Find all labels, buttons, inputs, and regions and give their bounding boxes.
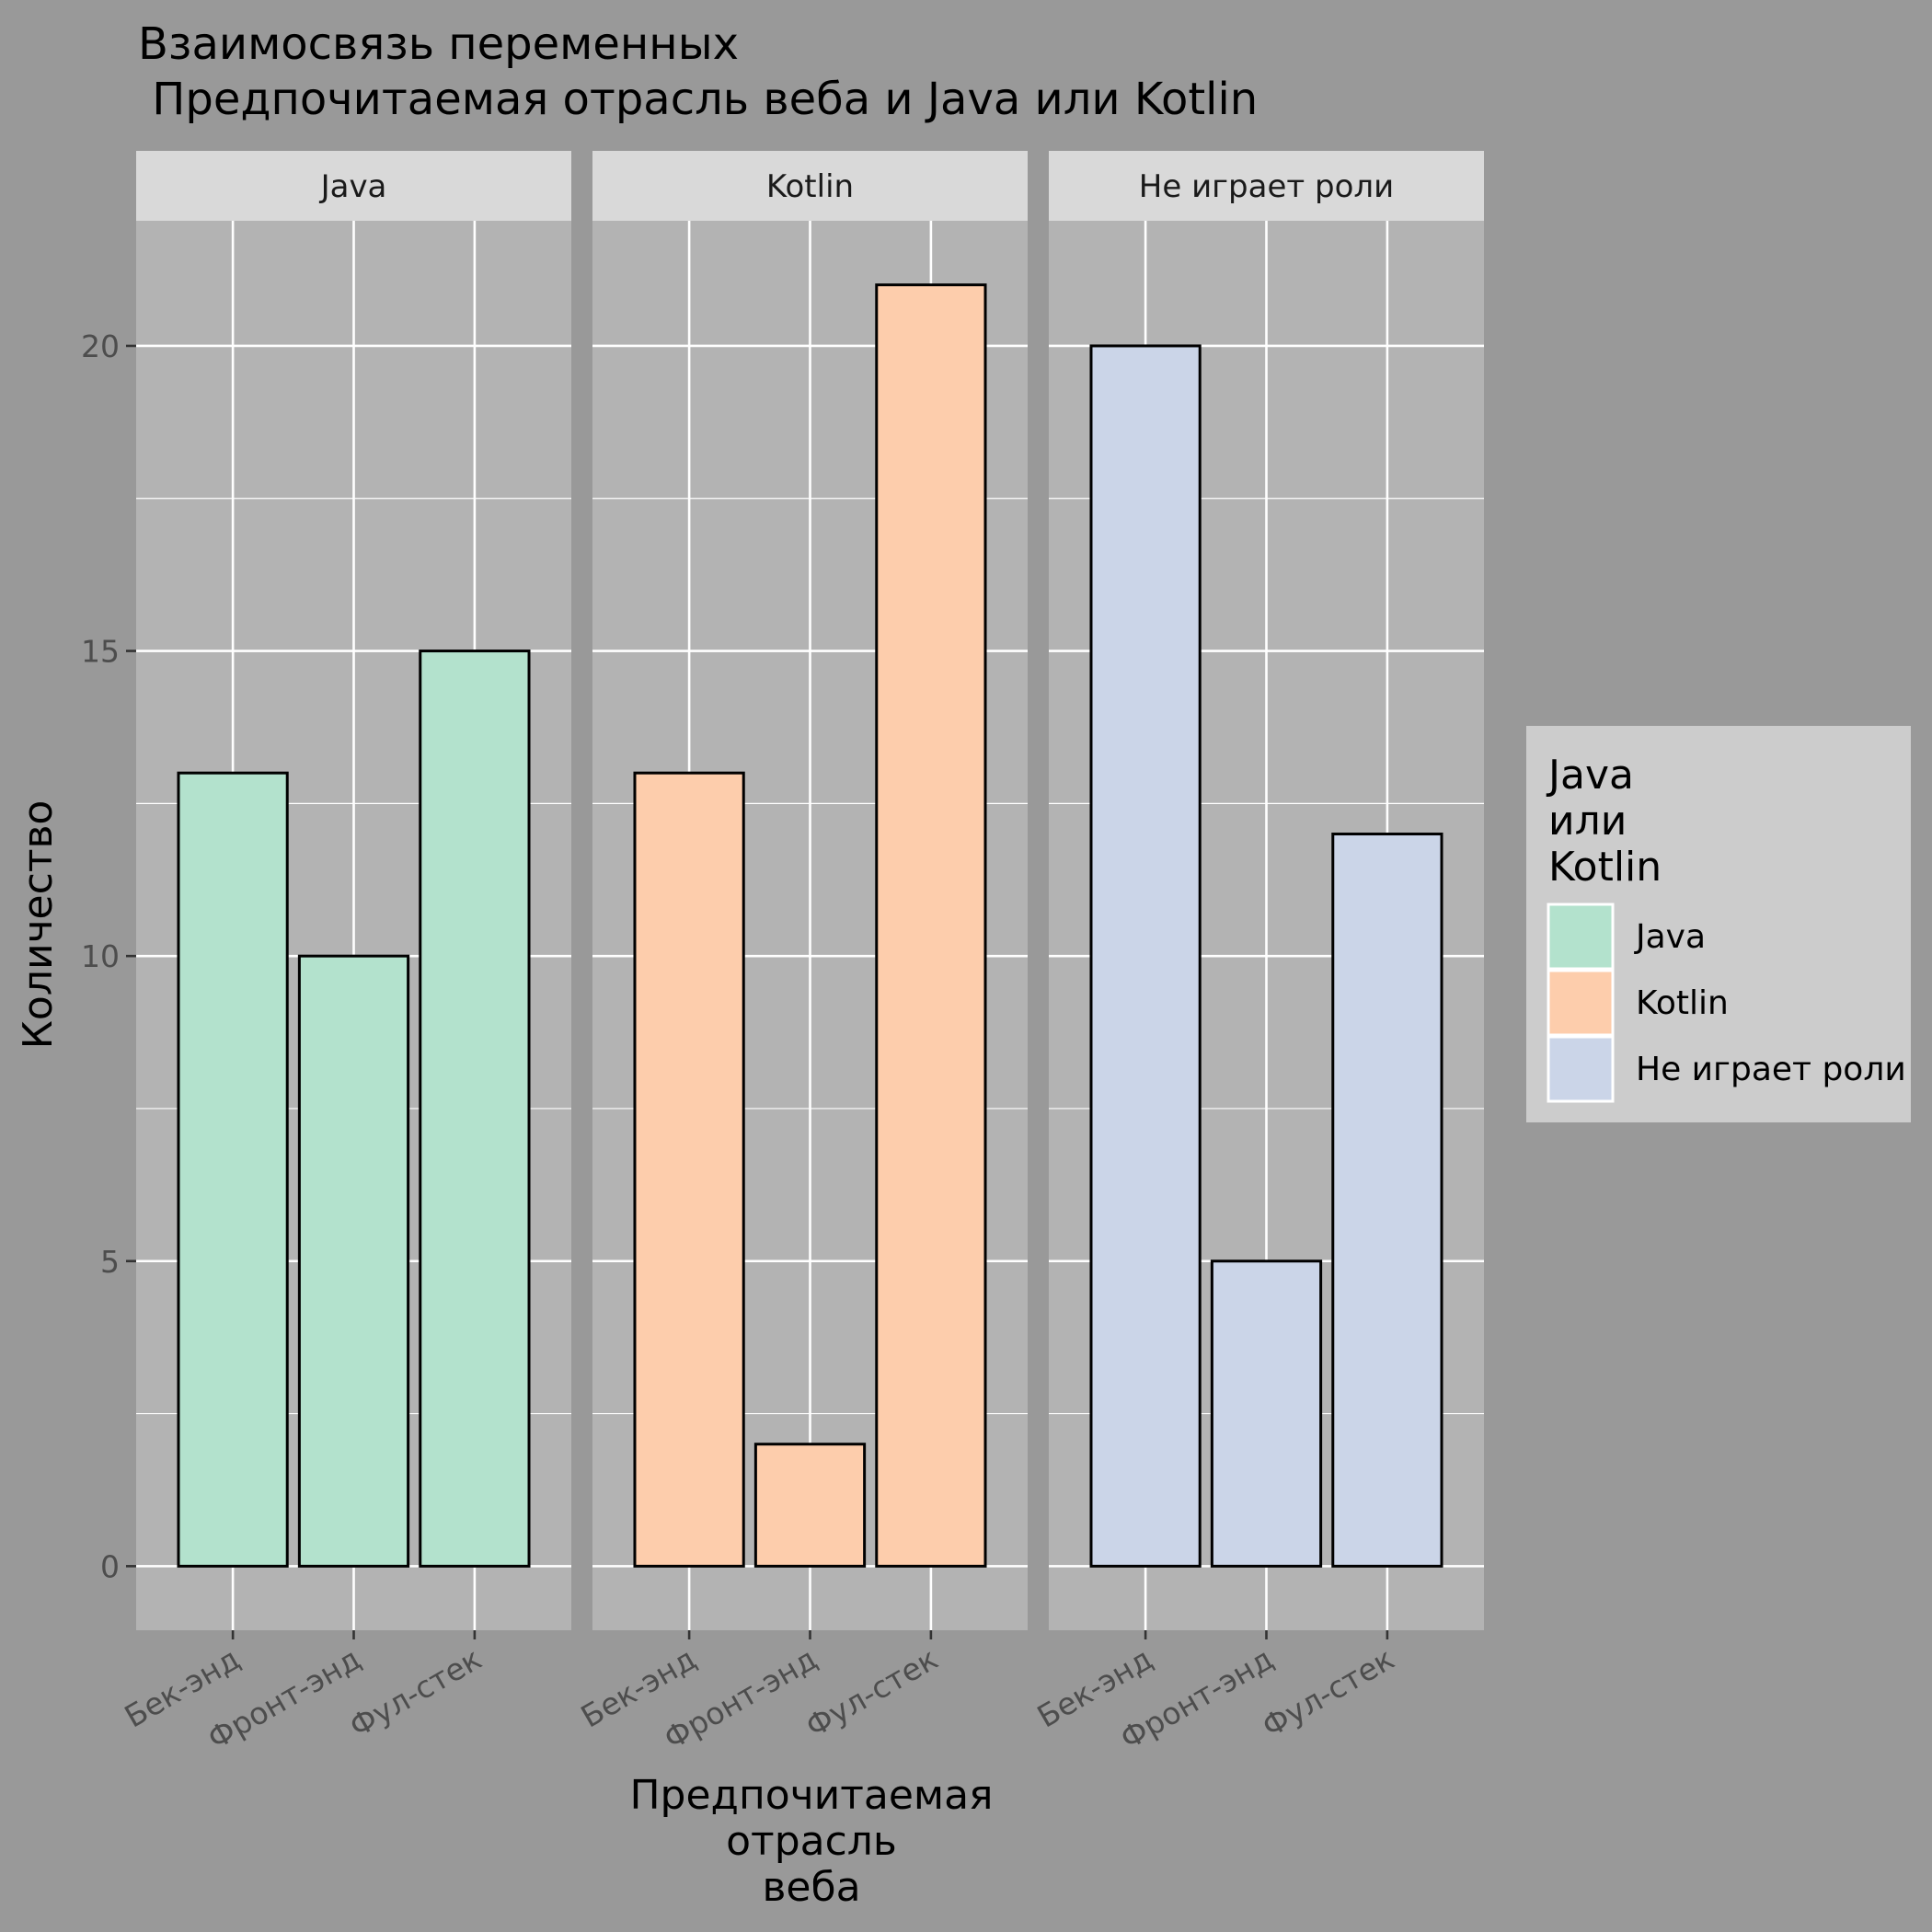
facet-strip — [592, 151, 1028, 221]
legend-title-line: или — [1548, 798, 1627, 845]
facet-strip-label: Java — [319, 168, 387, 205]
legend-item: Java — [1547, 903, 1706, 971]
bar — [1331, 833, 1443, 1568]
legend-key — [1547, 969, 1615, 1037]
legend-title-line: Kotlin — [1548, 844, 1662, 891]
facet-panels: JavaБек-эндФронт-эндФул-стекKotlinБек-эн… — [119, 151, 1484, 1756]
legend-label: Java — [1634, 918, 1706, 956]
legend-label: Kotlin — [1636, 984, 1729, 1022]
legend-label: Не играет роли — [1636, 1051, 1906, 1088]
facet-strip — [136, 151, 571, 221]
y-tick-label: 20 — [81, 328, 120, 364]
y-tick-label: 15 — [81, 634, 120, 670]
x-axis-title-line: веба — [762, 1864, 860, 1911]
legend-items: Java Kotlin Не играет роли — [1547, 903, 1906, 1103]
bar — [177, 771, 289, 1568]
facet-strip-label: Kotlin — [766, 168, 854, 205]
chart-title-line2: Предпочитаемая отрасль веба и Java или K… — [138, 74, 1258, 125]
chart-title-line1: Взаимосвязь переменных — [138, 18, 739, 70]
x-axis-title: Предпочитаемая отрасль веба — [629, 1772, 993, 1911]
legend-item: Kotlin — [1547, 969, 1729, 1037]
bar — [1210, 1259, 1323, 1568]
facet-strip-label: Не играет роли — [1139, 168, 1394, 205]
bar — [753, 1443, 867, 1568]
facet-strip — [1049, 151, 1484, 221]
x-axis-title-line: Предпочитаемая — [629, 1772, 993, 1819]
legend: Java или Kotlin Java Kotlin Не играет роли — [1526, 726, 1911, 1122]
legend-key — [1547, 1035, 1615, 1103]
legend-key — [1547, 903, 1615, 971]
bar — [419, 650, 531, 1568]
y-tick-label: 0 — [100, 1548, 120, 1584]
y-tick-label: 10 — [81, 938, 120, 974]
bar — [297, 954, 410, 1568]
x-axis-title-line: отрасль — [726, 1818, 897, 1865]
y-tick-label: 5 — [100, 1244, 120, 1280]
legend-item: Не играет роли — [1547, 1035, 1906, 1103]
y-axis: 0 5 10 15 20 — [81, 328, 136, 1584]
legend-title-line: Java — [1546, 752, 1634, 799]
bar — [875, 283, 987, 1568]
y-axis-title: Количество — [15, 800, 62, 1050]
bar — [1089, 344, 1202, 1568]
bar — [633, 771, 745, 1568]
